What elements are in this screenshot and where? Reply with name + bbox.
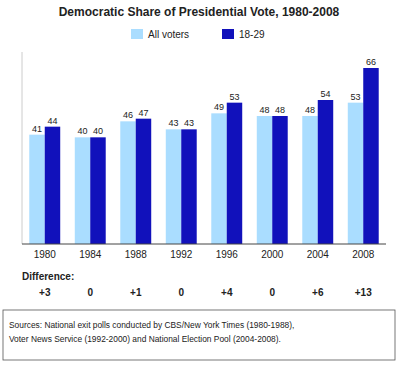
data-label: 44: [47, 116, 57, 126]
data-label: 66: [366, 57, 376, 67]
data-label: 46: [123, 110, 133, 120]
title: Democratic Share of Presidential Vote, 1…: [59, 5, 340, 19]
data-label: 48: [305, 105, 315, 115]
data-label: 53: [351, 92, 361, 102]
data-labels: 41 40 46 43 49 48 48 53 44 40 47 43 53 48 54 66: [32, 57, 376, 136]
x-tick-label: 2004: [307, 249, 330, 260]
x-tick-label: 1980: [34, 249, 57, 260]
differences: Difference: +3 0 +1 0 +4 0 +6 +13: [22, 271, 372, 298]
bars: [29, 68, 378, 244]
bar: [227, 103, 242, 244]
bar: [90, 137, 105, 244]
bar: [29, 135, 44, 244]
x-tick-label: 1996: [216, 249, 239, 260]
difference-value: +3: [39, 287, 51, 298]
legend: All voters 18-29: [131, 29, 265, 40]
bar: [348, 103, 363, 244]
source-box: [3, 310, 395, 360]
difference-value: +4: [221, 287, 233, 298]
difference-value: 0: [87, 287, 93, 298]
x-tick-label: 2000: [261, 249, 284, 260]
bar: [318, 100, 333, 244]
bar: [120, 121, 135, 244]
y-axis-line: [22, 52, 23, 244]
x-tick-label: 1988: [125, 249, 148, 260]
x-tick-label: 1992: [170, 249, 193, 260]
data-label: 53: [229, 92, 239, 102]
difference-value: +13: [355, 287, 372, 298]
bar: [272, 116, 287, 244]
legend-label: 18-29: [239, 29, 265, 40]
x-tick-label: 1984: [79, 249, 102, 260]
chart: Democratic Share of Presidential Vote, 1…: [0, 0, 398, 367]
bar: [363, 68, 378, 244]
difference-value: +1: [130, 287, 142, 298]
bar: [136, 119, 151, 244]
source-text: Voter News Service (1992-2000) and Natio…: [9, 334, 281, 344]
difference-value: +6: [312, 287, 324, 298]
source: Sources: National exit polls conducted b…: [3, 310, 395, 360]
difference-value: 0: [178, 287, 184, 298]
bar: [257, 116, 272, 244]
x-tick-label: 2008: [352, 249, 375, 260]
x-axis: 1980 1984 1988 1992 1996 2000 2004 2008: [22, 244, 386, 260]
bar: [181, 129, 196, 244]
data-label: 48: [260, 105, 270, 115]
bar: [211, 113, 226, 244]
data-label: 54: [320, 89, 330, 99]
bar: [75, 137, 90, 244]
data-label: 41: [32, 124, 42, 134]
data-label: 49: [214, 102, 224, 112]
data-label: 40: [93, 126, 103, 136]
legend-swatch: [222, 29, 234, 39]
difference-title: Difference:: [22, 271, 74, 282]
x-axis-line: [22, 244, 386, 245]
data-label: 47: [138, 108, 148, 118]
legend-label: All voters: [148, 29, 189, 40]
bar: [45, 127, 60, 244]
data-label: 40: [78, 126, 88, 136]
data-label: 43: [184, 118, 194, 128]
source-text: Sources: National exit polls conducted b…: [9, 320, 294, 330]
bar: [166, 129, 181, 244]
data-label: 43: [169, 118, 179, 128]
legend-swatch: [131, 29, 143, 39]
data-label: 48: [275, 105, 285, 115]
bar: [302, 116, 317, 244]
difference-value: 0: [269, 287, 275, 298]
